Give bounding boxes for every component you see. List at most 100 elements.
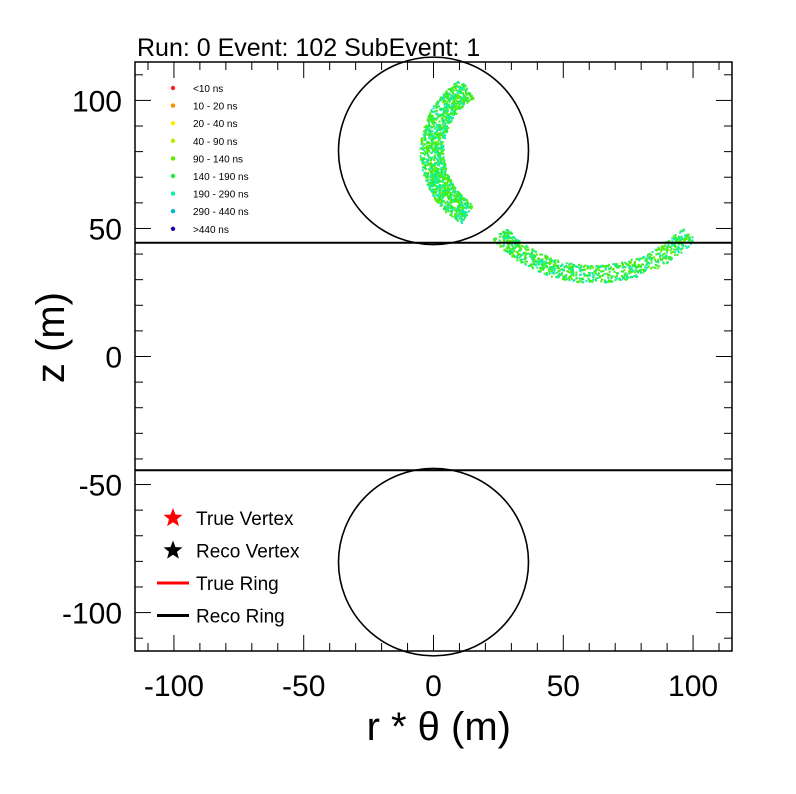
hit-point: [443, 189, 446, 192]
hit-point: [546, 266, 548, 269]
hit-point: [564, 264, 567, 267]
hit-point: [640, 268, 643, 271]
hit-point: [626, 277, 628, 280]
hit-point: [440, 193, 443, 196]
hit-point: [431, 143, 433, 146]
hit-point: [592, 266, 595, 269]
x-axis: -100 -50 0 50 100: [144, 62, 720, 703]
hit-point: [442, 168, 445, 171]
hit-point: [502, 231, 505, 234]
hit-point: [451, 183, 454, 185]
hit-point: [436, 102, 439, 105]
hit-point: [440, 161, 443, 164]
hit-point: [541, 263, 544, 266]
hit-point: [663, 252, 666, 255]
hit-point: [436, 130, 438, 133]
hit-point: [438, 196, 441, 199]
hit-point: [452, 85, 455, 88]
hit-point: [428, 150, 431, 153]
hit-point: [439, 189, 442, 192]
hit-point: [580, 277, 583, 280]
hit-point: [545, 273, 548, 276]
hit-point: [510, 247, 513, 250]
hit-point: [437, 152, 440, 155]
hit-point: [436, 153, 439, 156]
hit-point: [621, 277, 624, 280]
hit-point: [445, 100, 448, 103]
hit-point: [471, 205, 474, 208]
hit-point: [635, 258, 638, 261]
hit-point: [582, 269, 585, 272]
hit-point: [637, 265, 640, 268]
hit-point: [458, 192, 461, 195]
hit-point: [534, 263, 537, 266]
hit-point: [529, 255, 532, 258]
hit-point: [448, 104, 451, 107]
hit-point: [678, 251, 680, 254]
hit-point: [452, 117, 454, 119]
hit-point: [447, 88, 450, 91]
hit-point: [425, 142, 428, 145]
object-legend-label: Reco Ring: [196, 607, 285, 628]
hit-point: [548, 261, 550, 264]
hit-point: [498, 232, 501, 235]
hit-point: [457, 102, 460, 105]
hit-point: [456, 219, 459, 222]
hit-point: [428, 129, 431, 132]
hit-point: [441, 122, 444, 125]
hit-point: [568, 266, 571, 269]
hit-point: [646, 266, 649, 269]
hit-point: [440, 184, 442, 187]
hit-point: [660, 246, 663, 249]
hit-point: [443, 207, 446, 210]
hit-point: [440, 152, 443, 154]
hit-point: [456, 213, 459, 216]
hit-point: [558, 267, 561, 270]
hit-point: [434, 149, 437, 152]
hit-point: [419, 152, 422, 155]
hit-point: [469, 202, 472, 205]
hit-point: [420, 143, 423, 145]
hit-point: [440, 167, 443, 169]
hit-point: [584, 268, 587, 271]
hit-point: [628, 272, 631, 275]
hit-point: [534, 259, 537, 262]
hit-point: [673, 253, 676, 256]
hit-point: [438, 201, 441, 204]
hit-point: [629, 276, 632, 279]
hit-point: [425, 176, 428, 179]
hit-point: [686, 235, 689, 238]
hit-point: [571, 268, 574, 271]
hit-point: [512, 247, 515, 250]
hit-point: [456, 210, 459, 212]
hit-point: [461, 209, 464, 212]
hit-point: [439, 109, 442, 112]
hit-point: [504, 250, 507, 253]
hit-point: [458, 217, 461, 220]
hit-point: [550, 266, 553, 268]
hit-point: [448, 189, 451, 192]
hit-point: [529, 253, 531, 256]
hit-point: [646, 261, 649, 264]
hit-point: [447, 204, 450, 207]
hit-point: [443, 135, 446, 138]
hit-point: [608, 263, 610, 266]
hit-point: [572, 279, 575, 282]
hit-point: [453, 96, 456, 99]
hit-point: [439, 114, 442, 116]
hit-point: [631, 265, 634, 268]
hit-point: [520, 254, 523, 257]
hit-point: [524, 255, 526, 258]
hit-point: [568, 267, 571, 270]
hit-point: [439, 192, 441, 195]
hit-point: [426, 180, 429, 183]
hit-point: [553, 272, 556, 275]
hit-point: [672, 243, 675, 246]
hit-point: [435, 140, 438, 143]
hit-point: [641, 263, 643, 266]
hit-point: [542, 264, 545, 267]
hit-point: [534, 256, 537, 258]
hit-point: [522, 251, 525, 254]
hit-point: [441, 113, 444, 116]
hit-point: [517, 253, 520, 256]
